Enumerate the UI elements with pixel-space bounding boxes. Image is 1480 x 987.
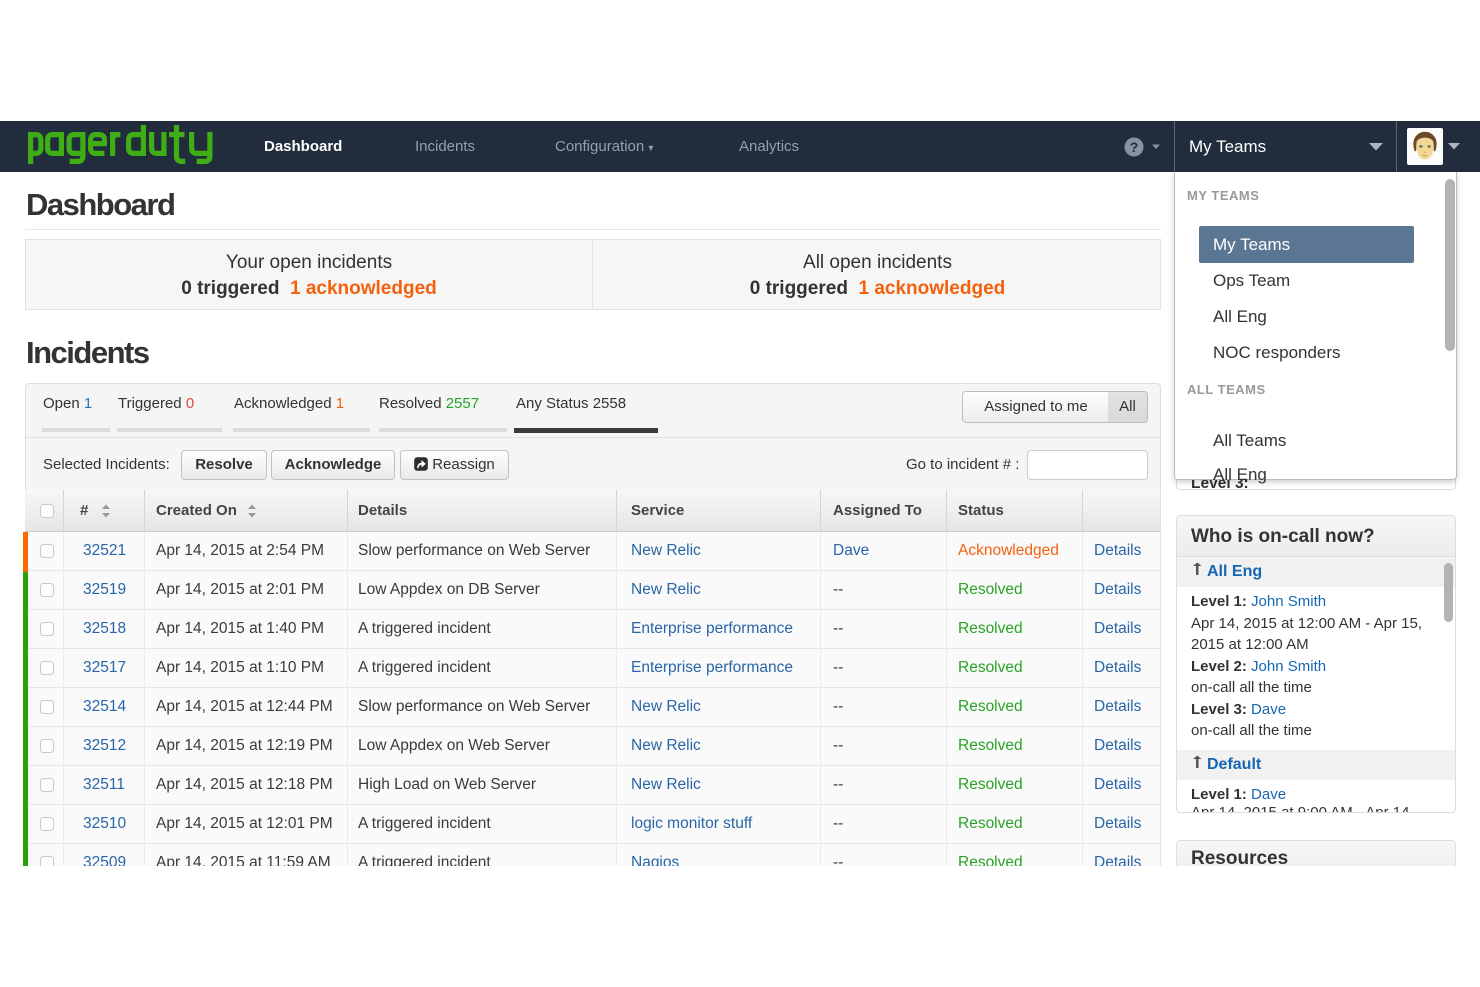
svg-text:?: ?	[1130, 139, 1139, 155]
